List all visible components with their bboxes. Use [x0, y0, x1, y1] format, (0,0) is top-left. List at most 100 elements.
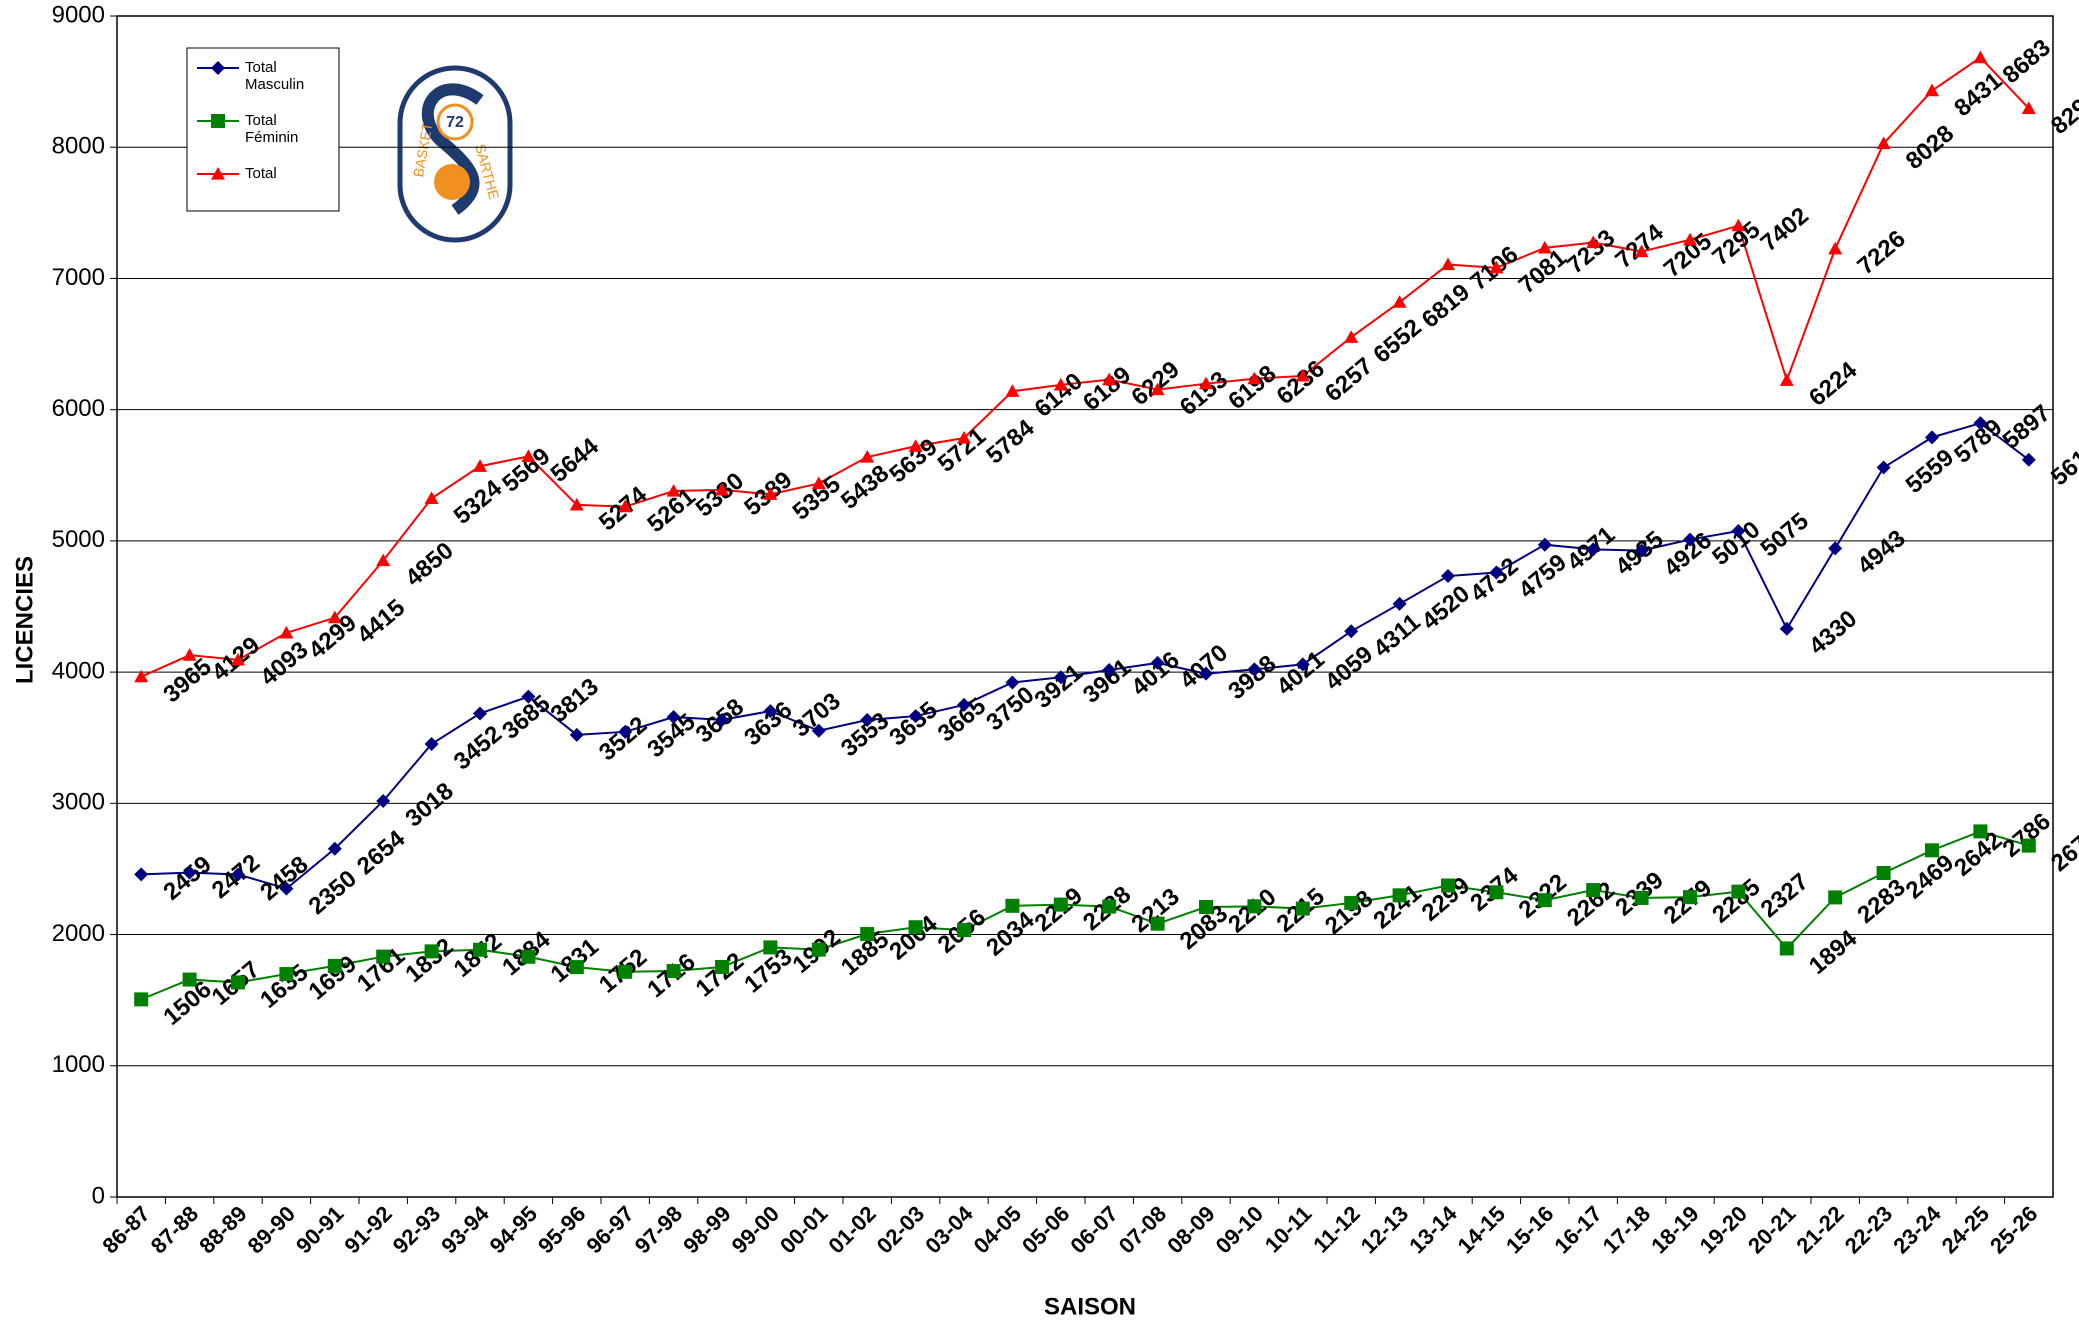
point	[1392, 295, 1407, 308]
x-tick-label: 96-97	[581, 1201, 638, 1258]
x-tick-label: 86-87	[97, 1201, 154, 1258]
point	[715, 712, 729, 727]
point	[1876, 460, 1891, 475]
x-tick-label: 95-96	[533, 1201, 590, 1258]
data-label: 4330	[1804, 605, 1862, 660]
y-tick-label: 7000	[52, 264, 105, 291]
data-label: 4943	[1852, 525, 1910, 580]
point	[134, 867, 149, 882]
x-tick-label: 08-09	[1162, 1201, 1219, 1258]
data-label: 5618	[2046, 436, 2079, 491]
point	[1537, 240, 1552, 254]
point	[1150, 916, 1165, 931]
data-label: 2654	[352, 825, 411, 880]
point	[1344, 895, 1359, 910]
data-label: 6257	[1320, 352, 1378, 407]
data-label: 3813	[546, 673, 604, 728]
point	[521, 949, 536, 964]
point	[715, 482, 729, 496]
data-label: 3750	[981, 681, 1039, 736]
point	[1586, 542, 1601, 557]
data-label: 7205	[1659, 228, 1717, 283]
point	[1150, 655, 1165, 670]
point	[327, 958, 342, 973]
y-axis-label: LICENCIES	[11, 556, 38, 684]
x-tick-label: 25-26	[1985, 1201, 2042, 1258]
point	[1489, 260, 1504, 274]
point	[1683, 532, 1697, 547]
point	[1102, 899, 1117, 914]
point	[811, 476, 826, 490]
point	[1973, 50, 1988, 64]
point	[1295, 368, 1310, 382]
x-tick-label: 88-89	[194, 1201, 251, 1258]
data-label: 5784	[981, 414, 1040, 469]
point	[1973, 824, 1988, 839]
point	[376, 793, 391, 808]
point	[569, 960, 584, 975]
point	[763, 704, 778, 719]
data-label: 5644	[546, 432, 605, 487]
point	[473, 706, 487, 721]
point	[327, 841, 342, 856]
point	[1295, 657, 1310, 672]
point	[908, 709, 923, 724]
point	[1392, 596, 1407, 611]
x-tick-label: 94-95	[485, 1201, 542, 1258]
point	[569, 727, 584, 742]
point	[1537, 537, 1552, 552]
point	[1828, 890, 1843, 905]
data-label: 2327	[1756, 868, 1814, 923]
data-label: 2469	[1901, 849, 1959, 904]
point	[1634, 890, 1649, 905]
x-tick-label: 90-91	[291, 1201, 348, 1258]
x-tick-label: 09-10	[1211, 1201, 1268, 1258]
point	[1005, 898, 1020, 913]
data-label: 3965	[158, 653, 216, 708]
data-label: 1722	[691, 947, 749, 1002]
point	[860, 713, 875, 728]
point	[1150, 382, 1165, 396]
data-label: 3522	[594, 711, 652, 766]
data-label: 2459	[158, 851, 216, 906]
y-tick-label: 0	[92, 1182, 105, 1209]
point	[424, 737, 439, 752]
point	[618, 499, 633, 513]
y-tick-label: 3000	[52, 789, 105, 816]
point	[376, 949, 391, 964]
y-tick-label: 4000	[52, 657, 105, 684]
x-tick-label: 22-23	[1840, 1201, 1897, 1258]
point	[1053, 897, 1068, 912]
x-tick-label: 93-94	[436, 1200, 494, 1258]
x-tick-label: 20-21	[1743, 1201, 1800, 1258]
point	[424, 944, 439, 959]
data-label: 5324	[449, 474, 508, 529]
point	[231, 867, 245, 882]
point	[2021, 101, 2036, 114]
point	[182, 865, 197, 880]
x-tick-label: 10-11	[1260, 1201, 1317, 1258]
series-line	[140, 830, 2030, 1001]
point	[1344, 330, 1359, 343]
point	[182, 972, 197, 987]
point	[211, 61, 225, 75]
data-label: 6819	[1417, 279, 1475, 334]
point	[1925, 430, 1939, 445]
point	[211, 114, 225, 128]
data-label: 3988	[1223, 650, 1281, 705]
legend-label: Total Féminin	[245, 112, 299, 146]
point	[1489, 565, 1504, 580]
point	[1828, 241, 1843, 255]
point	[666, 964, 681, 979]
point	[1876, 136, 1891, 150]
data-label: 7226	[1852, 225, 1910, 280]
data-label: 6552	[1368, 314, 1426, 369]
data-label: 7402	[1756, 202, 1814, 257]
y-tick-label: 8000	[52, 133, 105, 160]
point	[1634, 543, 1649, 558]
point	[2021, 452, 2036, 467]
point	[1102, 663, 1117, 678]
point	[2021, 838, 2036, 853]
point	[1441, 569, 1455, 584]
data-label: 5897	[1998, 400, 2056, 455]
